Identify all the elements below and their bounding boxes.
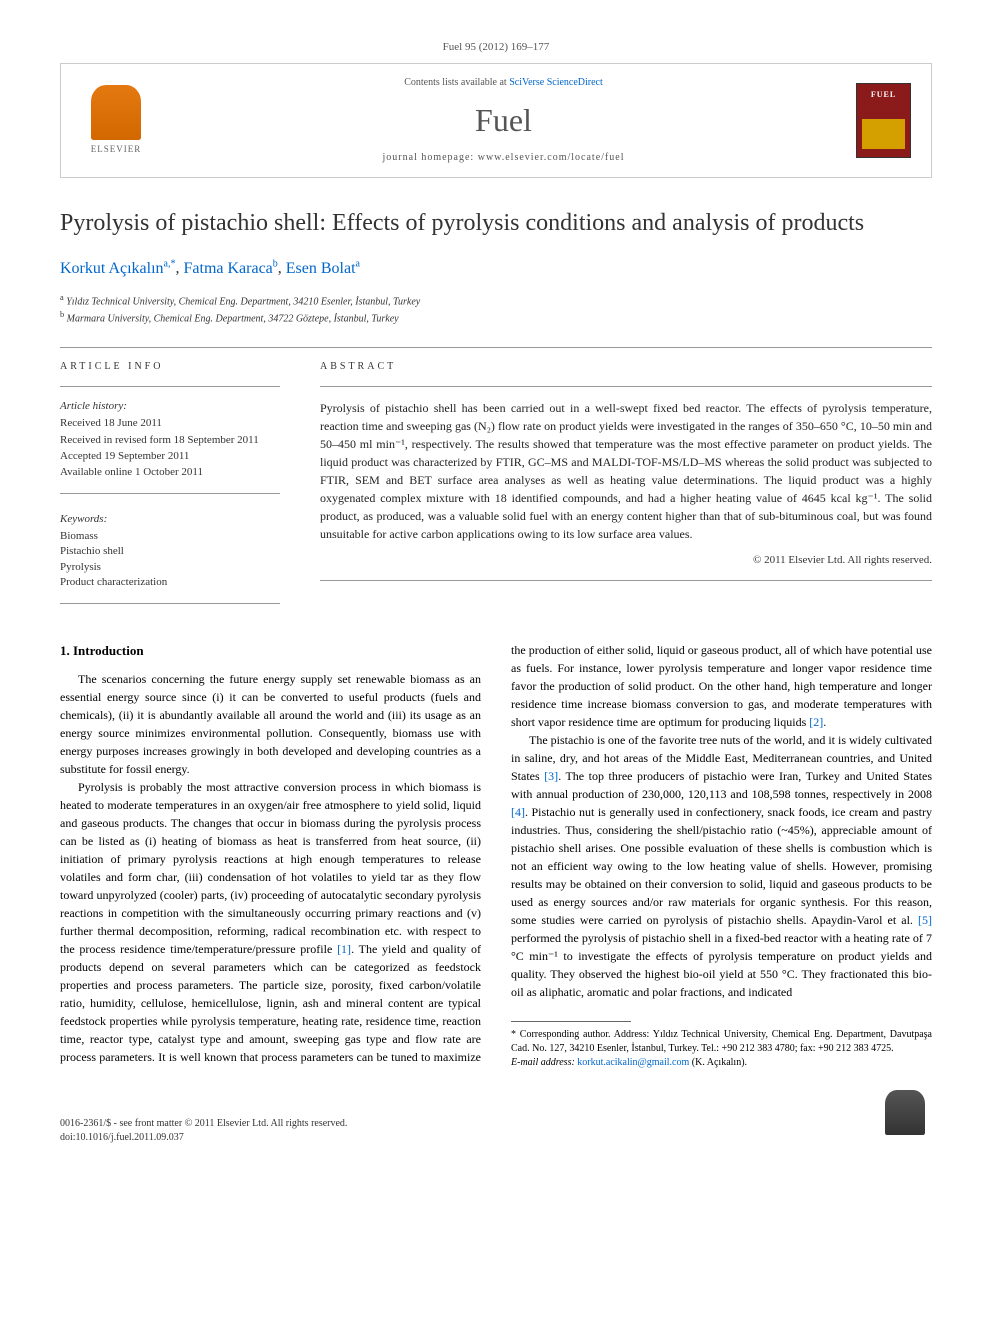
authors-list: Korkut Açıkalına,*, Fatma Karacab, Esen … xyxy=(60,257,932,280)
article-body: 1. Introduction The scenarios concerning… xyxy=(60,641,932,1070)
journal-homepage: journal homepage: www.elsevier.com/locat… xyxy=(171,151,836,165)
history-online: Available online 1 October 2011 xyxy=(60,465,280,480)
keyword-2: Pistachio shell xyxy=(60,544,280,559)
abstract-text: Pyrolysis of pistachio shell has been ca… xyxy=(320,399,932,543)
abstract-copyright: © 2011 Elsevier Ltd. All rights reserved… xyxy=(320,553,932,568)
affiliation-b: Marmara University, Chemical Eng. Depart… xyxy=(67,314,399,325)
keyword-4: Product characterization xyxy=(60,575,280,590)
keyword-1: Biomass xyxy=(60,529,280,544)
footer-issn: 0016-2361/$ - see front matter © 2011 El… xyxy=(60,1117,347,1131)
article-info-label: ARTICLE INFO xyxy=(60,360,280,374)
footnote-address: * Corresponding author. Address: Yıldız … xyxy=(511,1028,932,1056)
corresponding-author-footnote: * Corresponding author. Address: Yıldız … xyxy=(511,1028,932,1070)
homepage-url[interactable]: www.elsevier.com/locate/fuel xyxy=(478,152,625,163)
email-link[interactable]: korkut.acikalin@gmail.com xyxy=(577,1057,689,1068)
email-label: E-mail address: xyxy=(511,1057,577,1068)
article-info-column: ARTICLE INFO Article history: Received 1… xyxy=(60,360,280,616)
email-attribution: (K. Açıkalın). xyxy=(689,1057,747,1068)
footer-tree-icon xyxy=(885,1090,925,1135)
author-3[interactable]: Esen Bolata xyxy=(286,260,360,277)
publisher-name: ELSEVIER xyxy=(91,143,142,156)
journal-cover-thumbnail: FUEL xyxy=(856,83,911,158)
author-1[interactable]: Korkut Açıkalına,* xyxy=(60,260,176,277)
meta-section: ARTICLE INFO Article history: Received 1… xyxy=(60,360,932,616)
footer-doi: doi:10.1016/j.fuel.2011.09.037 xyxy=(60,1131,347,1145)
author-2[interactable]: Fatma Karacab xyxy=(184,260,278,277)
footnote-divider xyxy=(511,1021,631,1022)
ref-4-link[interactable]: [4] xyxy=(511,805,525,819)
keywords-label: Keywords: xyxy=(60,512,280,527)
page-footer: 0016-2361/$ - see front matter © 2011 El… xyxy=(60,1090,932,1145)
history-revised: Received in revised form 18 September 20… xyxy=(60,433,280,448)
ref-3-link[interactable]: [3] xyxy=(544,769,558,783)
history-label: Article history: xyxy=(60,399,280,414)
ref-1-link[interactable]: [1] xyxy=(337,942,351,956)
elsevier-tree-icon xyxy=(91,85,141,140)
ref-5-link[interactable]: [5] xyxy=(918,913,932,927)
affiliation-a: Yıldız Technical University, Chemical En… xyxy=(66,296,420,307)
contents-prefix: Contents lists available at xyxy=(404,77,509,88)
cover-title: FUEL xyxy=(857,84,910,100)
history-accepted: Accepted 19 September 2011 xyxy=(60,449,280,464)
journal-name: Fuel xyxy=(171,98,836,143)
journal-header: ELSEVIER Contents lists available at Sci… xyxy=(60,63,932,178)
paragraph-3: The pistachio is one of the favorite tre… xyxy=(511,731,932,1001)
cover-image-icon xyxy=(862,119,905,149)
paragraph-1: The scenarios concerning the future ener… xyxy=(60,670,481,778)
footer-elsevier-logo xyxy=(877,1090,932,1145)
history-received: Received 18 June 2011 xyxy=(60,416,280,431)
sciencedirect-link[interactable]: SciVerse ScienceDirect xyxy=(509,77,603,88)
keyword-3: Pyrolysis xyxy=(60,560,280,575)
homepage-prefix: journal homepage: xyxy=(383,152,478,163)
page-citation: Fuel 95 (2012) 169–177 xyxy=(60,40,932,55)
contents-list-line: Contents lists available at SciVerse Sci… xyxy=(171,76,836,90)
divider xyxy=(60,347,932,348)
ref-2-link[interactable]: [2] xyxy=(809,715,823,729)
abstract-column: ABSTRACT Pyrolysis of pistachio shell ha… xyxy=(320,360,932,616)
affiliations: a Yıldız Technical University, Chemical … xyxy=(60,292,932,327)
article-title: Pyrolysis of pistachio shell: Effects of… xyxy=(60,208,932,239)
elsevier-logo: ELSEVIER xyxy=(81,81,151,161)
abstract-label: ABSTRACT xyxy=(320,360,932,374)
section-1-heading: 1. Introduction xyxy=(60,641,481,661)
